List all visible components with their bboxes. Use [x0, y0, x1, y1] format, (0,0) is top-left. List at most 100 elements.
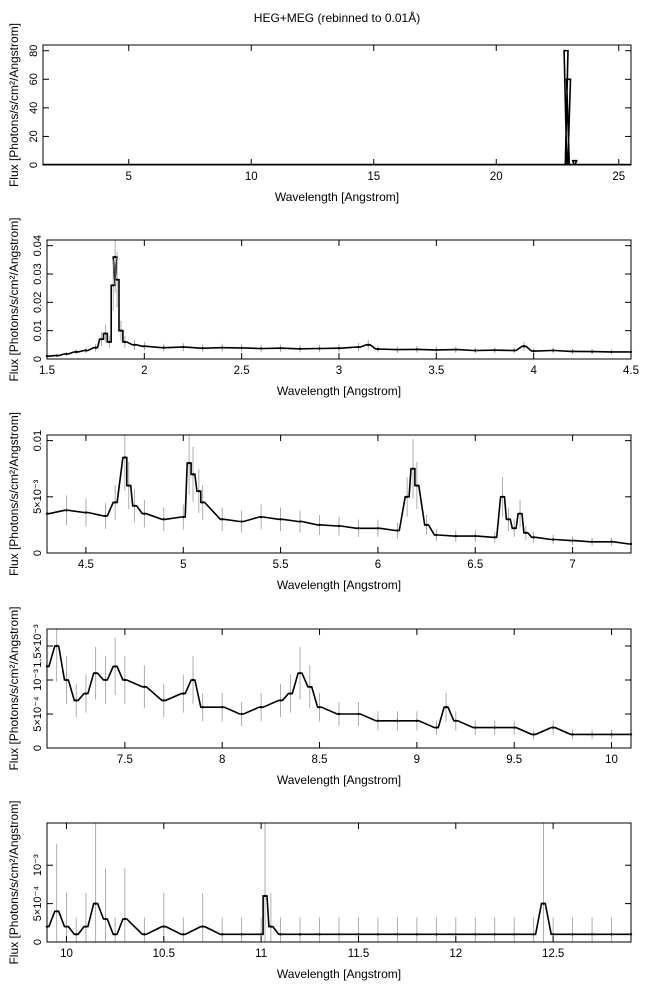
data-point — [143, 512, 146, 515]
data-point — [263, 894, 267, 898]
data-point — [298, 933, 302, 936]
x-tick-label: 9 — [414, 754, 420, 766]
data-point — [115, 278, 119, 281]
data-point — [532, 733, 535, 736]
data-point — [65, 925, 68, 928]
data-point — [405, 495, 409, 499]
data-point — [279, 347, 282, 350]
data-point — [532, 349, 535, 353]
y-axis-label: Flux [Photons/s/cm²/Angstrom] — [7, 23, 21, 187]
data-point — [318, 706, 321, 709]
data-point — [84, 511, 88, 514]
data-point — [551, 349, 555, 352]
data-point — [143, 345, 146, 348]
data-point — [308, 685, 311, 688]
data-point — [610, 350, 613, 354]
data-point — [474, 933, 477, 936]
x-tick-label: 4.5 — [623, 365, 639, 377]
x-axis-label: Wavelength [Angstrom] — [277, 384, 401, 398]
data-point — [279, 699, 282, 702]
data-point — [513, 933, 516, 936]
y-tick-label: 5×10⁻³ — [32, 479, 44, 514]
data-point — [298, 672, 302, 675]
data-point — [435, 533, 438, 537]
data-point — [493, 933, 496, 936]
x-tick-label: 20 — [490, 171, 503, 183]
data-point — [133, 343, 136, 347]
data-point — [182, 515, 185, 519]
data-point — [259, 706, 263, 709]
data-point — [221, 346, 224, 349]
data-point — [318, 523, 321, 527]
data-point — [590, 733, 594, 736]
chart-panel-4: 7.5 8 8.5 9 9.5 10 0 5×10⁻⁴ 10⁻³1.5×10⁻³ Waveleng… — [7, 606, 633, 787]
y-axis-label: Flux [Photons/s/cm²/Angstrom] — [7, 412, 21, 576]
plot-frame — [46, 822, 632, 943]
y-tick-label: 5×10⁻⁴ — [32, 696, 44, 732]
chart-panel-3: 4.5 5 5.5 6 6.5 7 0 5×10⁻³ 0.01 Wavelength [Angst… — [7, 412, 633, 592]
x-axis-label: Wavelength [Angstrom] — [277, 967, 401, 981]
data-point — [187, 461, 191, 465]
data-point — [133, 504, 136, 507]
data-point — [182, 692, 185, 695]
x-tick-label: 5 — [180, 559, 186, 571]
data-point — [337, 712, 341, 716]
data-point — [65, 352, 68, 356]
x-tick-label: 6.5 — [467, 559, 483, 571]
data-point — [522, 345, 526, 348]
data-point — [454, 933, 457, 936]
x-tick-label: 25 — [612, 171, 625, 183]
data-point — [396, 719, 399, 722]
data-point — [75, 933, 78, 936]
data-point — [104, 678, 107, 682]
y-tick-label: 0.01 — [32, 430, 44, 451]
data-point — [55, 644, 58, 648]
x-tick-label: 5 — [126, 171, 132, 183]
data-point — [542, 902, 545, 905]
data-point — [318, 347, 321, 350]
data-point — [493, 726, 496, 729]
y-tick-label: 1.5×10⁻³ — [32, 624, 44, 668]
x-tick-label: 2 — [141, 365, 147, 377]
data-point — [590, 350, 594, 353]
data-point — [524, 531, 528, 534]
data-point — [113, 255, 117, 259]
data-point — [551, 726, 555, 729]
data-point — [454, 719, 457, 722]
data-point — [289, 692, 292, 695]
x-tick-label: 10 — [60, 948, 73, 960]
data-point — [532, 536, 535, 539]
y-tick-label: 0 — [32, 939, 44, 945]
plot-frame — [46, 434, 632, 554]
data-point — [435, 933, 438, 936]
y-axis-label: Flux [Photons/s/cm²/Angstrom] — [7, 606, 21, 770]
data-point — [104, 332, 107, 335]
data-point — [474, 349, 477, 352]
data-point — [415, 348, 419, 351]
x-axis-label: Wavelength [Angstrom] — [277, 578, 401, 592]
x-tick-label: 8.5 — [312, 754, 328, 766]
data-point — [162, 346, 165, 349]
data-point — [571, 733, 574, 736]
data-point — [551, 933, 555, 936]
data-point — [493, 349, 496, 352]
data-point — [55, 354, 58, 357]
x-tick-label: 11 — [255, 948, 267, 960]
data-point — [396, 529, 399, 532]
data-point — [123, 340, 127, 344]
data-point — [113, 933, 117, 936]
data-point — [104, 917, 107, 921]
data-point — [444, 706, 448, 709]
data-point — [259, 347, 263, 350]
data-point — [94, 346, 97, 349]
x-tick-label: 9.5 — [506, 754, 522, 766]
data-point — [162, 699, 165, 702]
chart-panel-5: 10 10.5 11 11.5 12 12.5 0 5×10⁻⁴ 10⁻³ Wavelength … — [7, 800, 633, 981]
plot-frame — [46, 628, 632, 749]
data-point — [376, 719, 380, 722]
data-point — [411, 467, 415, 470]
data-point — [143, 933, 146, 936]
data-point — [513, 349, 516, 352]
x-tick-label: 4 — [530, 365, 537, 377]
